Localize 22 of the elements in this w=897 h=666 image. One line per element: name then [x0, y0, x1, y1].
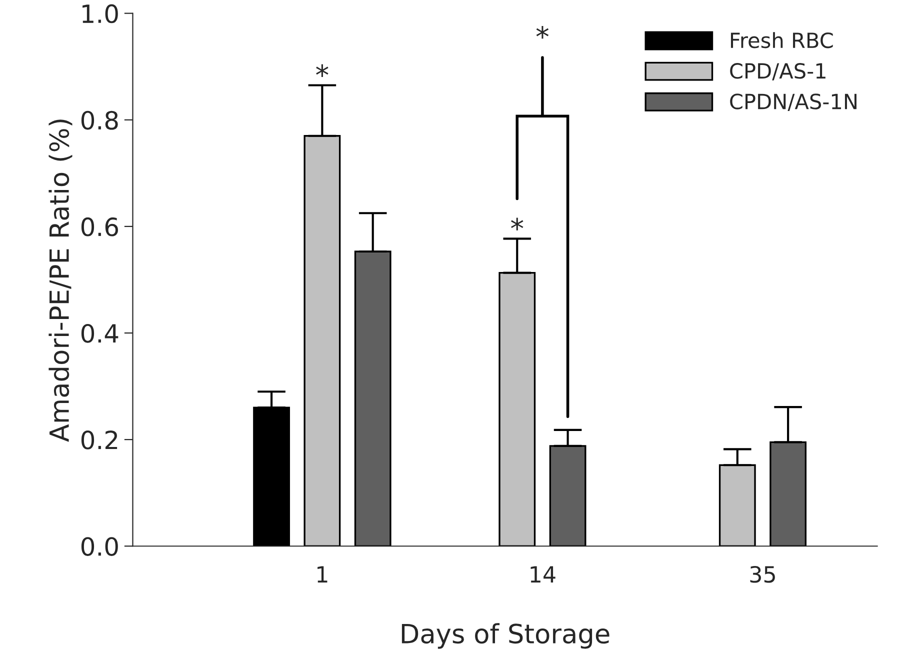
- x-tick-label: 14: [530, 566, 556, 582]
- x-tick-label: 35: [750, 566, 775, 583]
- annotation: *: [316, 64, 328, 77]
- bar: [304, 135, 341, 546]
- x-tick-label: 1: [318, 566, 328, 582]
- y-tick-label: 0.8: [81, 110, 118, 130]
- y-tick-label: 0.6: [81, 217, 118, 236]
- annotation: *: [536, 26, 549, 39]
- annotation: *: [511, 218, 524, 230]
- bar: [253, 406, 290, 546]
- y-tick-label: 0.0: [81, 537, 118, 556]
- y-tick-label: 0.2: [81, 430, 118, 450]
- y-tick-label: 0.4: [81, 324, 118, 343]
- bar: [770, 441, 807, 546]
- x-axis-title: Days of Storage: [402, 623, 610, 649]
- legend-label: CPDN/AS-1N: [730, 94, 856, 111]
- bar: [354, 250, 392, 546]
- legend-label: CPD/AS-1: [730, 63, 826, 80]
- y-tick-label: 1.0: [82, 4, 118, 24]
- legend-label: Fresh RBC: [730, 32, 833, 48]
- bar: [718, 464, 756, 546]
- y-axis-title: Amadori-PE/PE Ratio (%): [48, 120, 72, 442]
